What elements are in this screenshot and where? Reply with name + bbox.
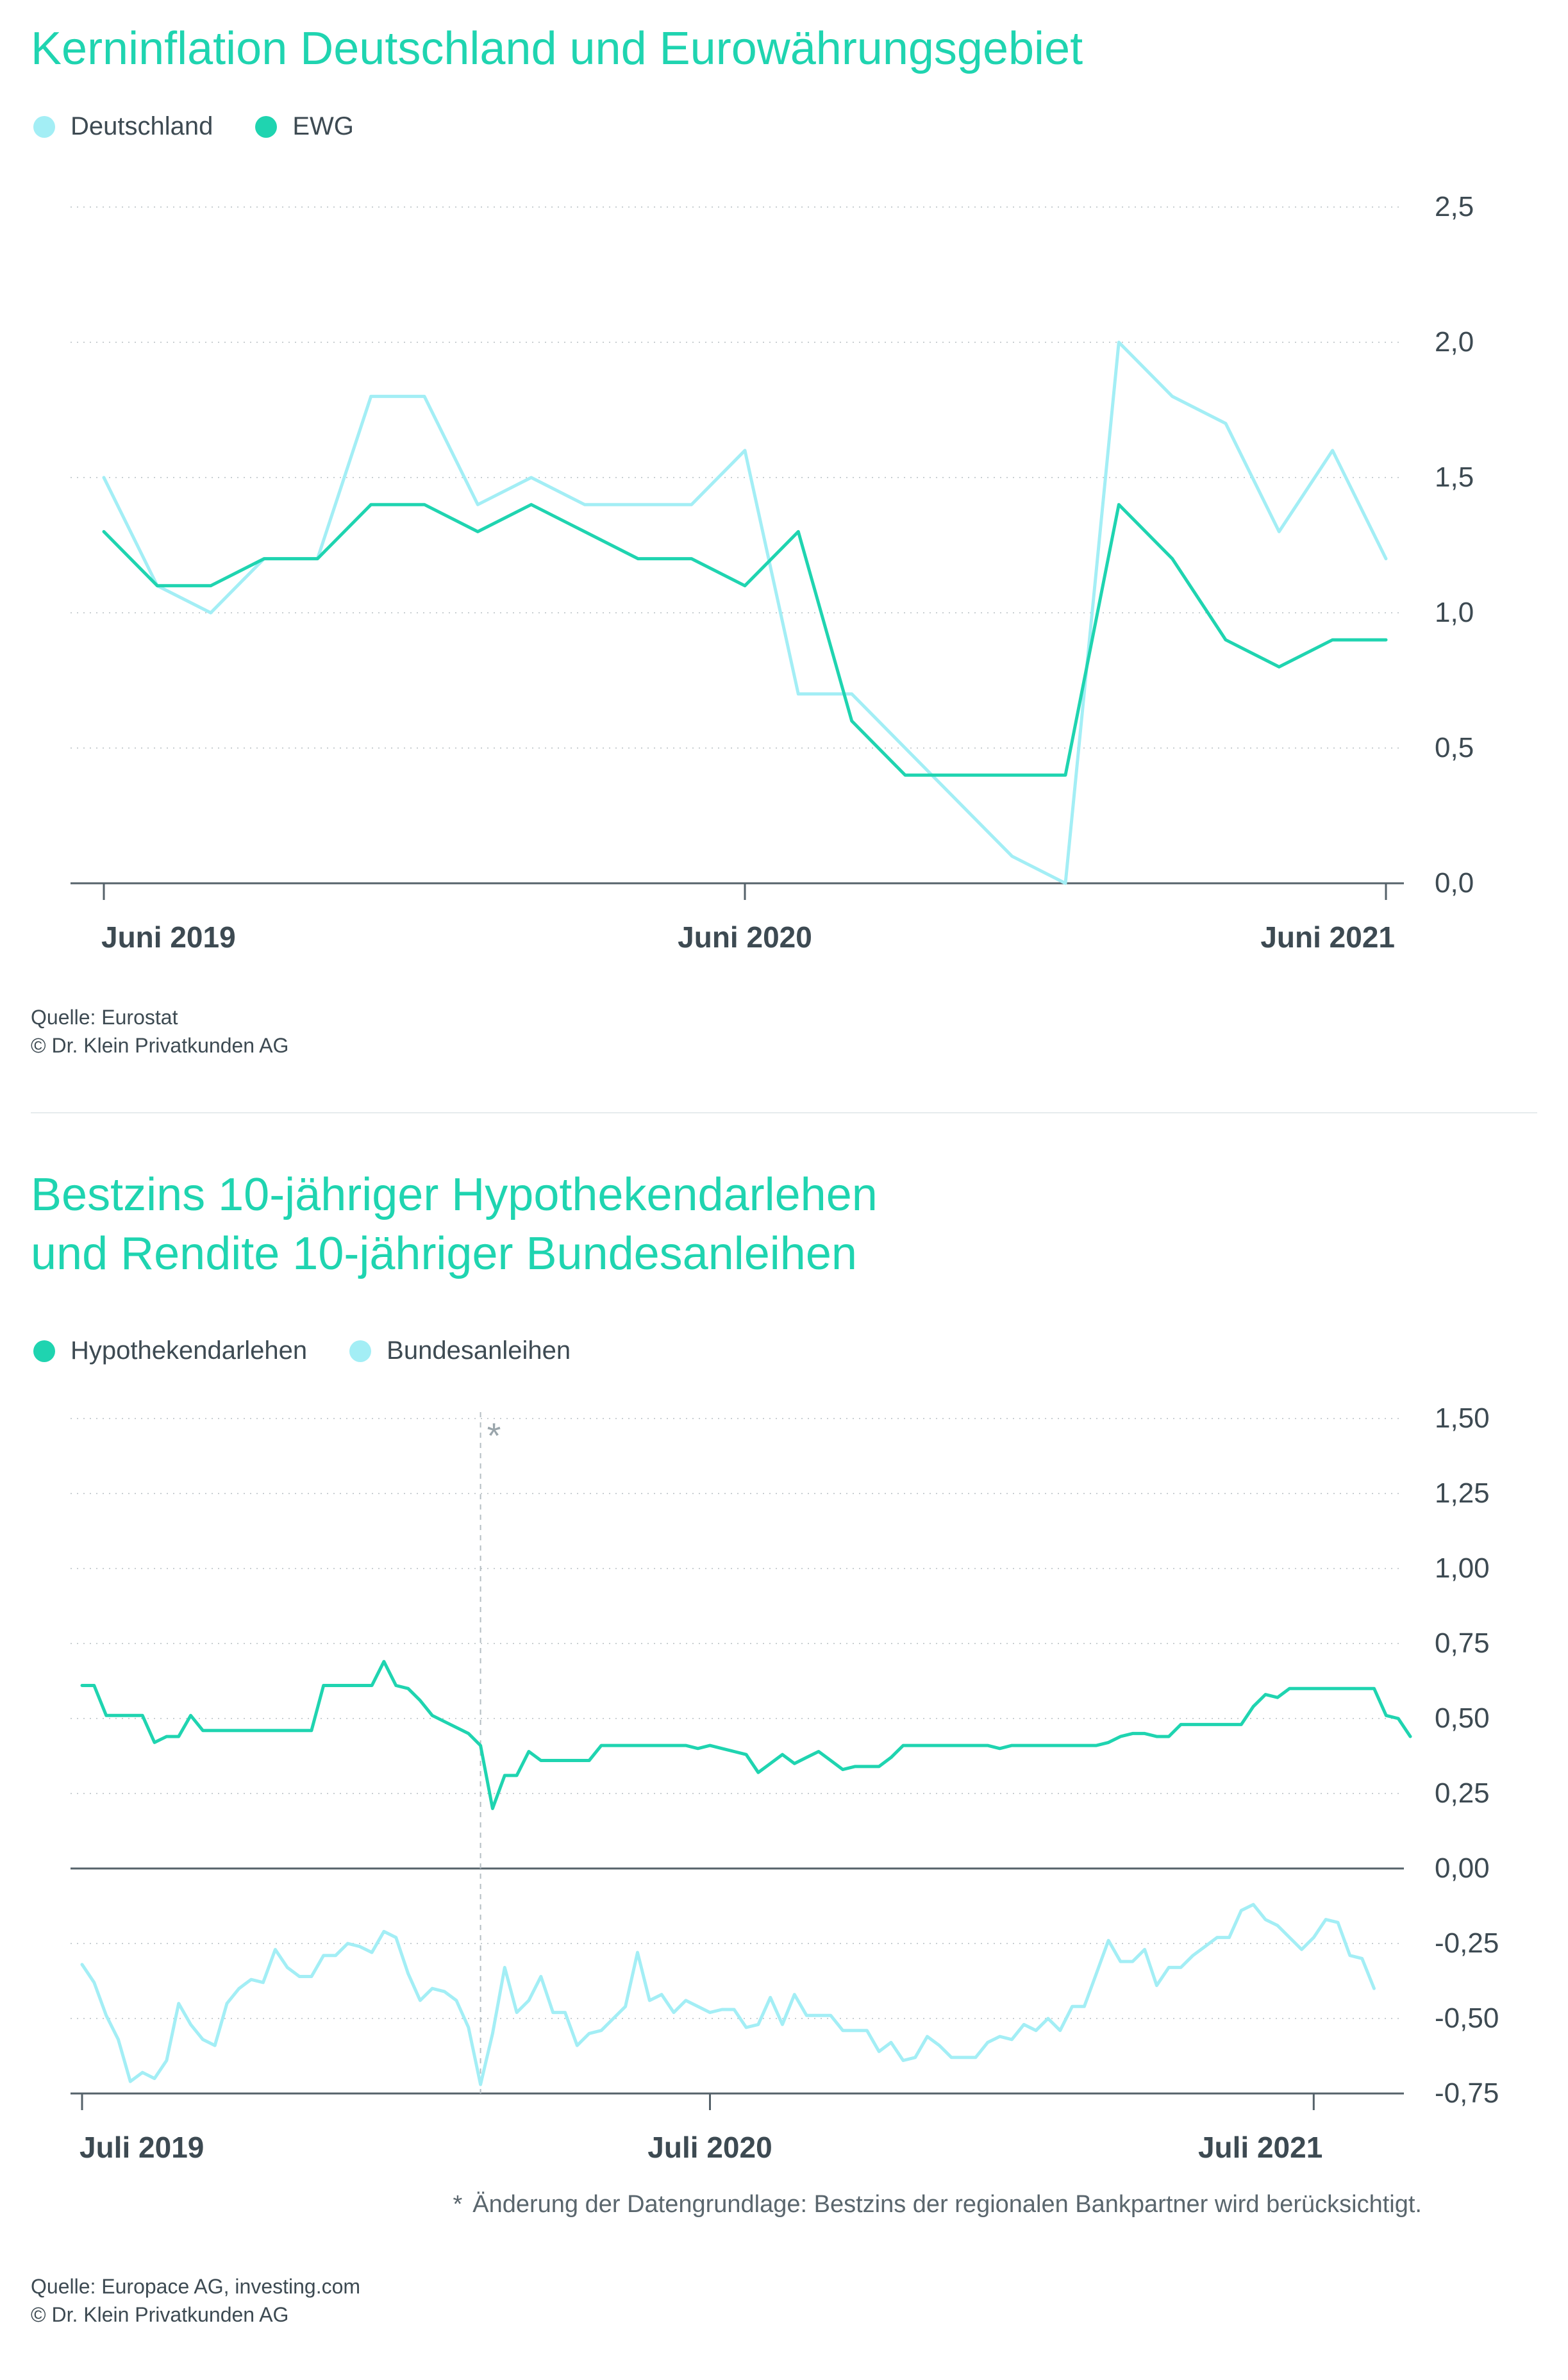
footnote-symbol: * — [453, 2191, 463, 2218]
chart1-legend: Deutschland EWG — [33, 112, 396, 141]
chart2-source: Quelle: Europace AG, investing.com © Dr.… — [31, 2272, 360, 2329]
chart1-plot: 0,0 0,5 1,0 1,5 2,0 2,5 Juni 2019 Juni 2020 Juni… — [71, 191, 1474, 954]
legend-dot-deutschland — [33, 115, 55, 138]
x-tick-label: Juli 2019 — [79, 2131, 204, 2164]
legend-dot-ewg — [255, 115, 278, 138]
y-tick-label: 1,0 — [1435, 597, 1474, 628]
legend-dot-hypothekendarlehen — [33, 1340, 55, 1362]
y-tick-label: 0,25 — [1435, 1777, 1490, 1809]
legend-label-bundesanleihen: Bundesanleihen — [387, 1336, 571, 1365]
y-tick-label: 2,0 — [1435, 326, 1474, 358]
x-tick-label: Juni 2021 — [1260, 920, 1395, 954]
source-line: Quelle: Eurostat — [31, 1006, 178, 1029]
chart2-title-line-1: Bestzins 10-jähriger Hypothekendarlehen — [31, 1169, 878, 1220]
source-line: Quelle: Europace AG, investing.com — [31, 2275, 361, 2298]
y-tick-label: 0,0 — [1435, 867, 1474, 899]
chart2-title: Bestzins 10-jähriger Hypothekendarlehen … — [31, 1165, 878, 1283]
legend-item-ewg: EWG — [255, 112, 354, 141]
legend-label-hypothekendarlehen: Hypothekendarlehen — [71, 1336, 308, 1365]
y-tick-label: 0,00 — [1435, 1852, 1490, 1884]
legend-item-deutschland: Deutschland — [33, 112, 213, 141]
y-tick-label: 0,75 — [1435, 1627, 1490, 1659]
x-tick-label: Juli 2021 — [1198, 2131, 1322, 2164]
x-tick-label: Juni 2019 — [101, 920, 236, 954]
legend-item-hypothekendarlehen: Hypothekendarlehen — [33, 1336, 307, 1365]
legend-item-bundesanleihen: Bundesanleihen — [349, 1336, 571, 1365]
legend-label-ewg: EWG — [292, 112, 354, 140]
copyright-line: © Dr. Klein Privatkunden AG — [31, 1034, 289, 1057]
y-tick-label: -0,25 — [1435, 1927, 1499, 1959]
section-divider — [31, 1112, 1537, 1113]
series-line-ewg — [102, 503, 1388, 777]
y-tick-label: 0,50 — [1435, 1702, 1490, 1734]
legend-dot-bundesanleihen — [349, 1340, 372, 1362]
y-tick-label: -0,50 — [1435, 2002, 1499, 2034]
legend-label-deutschland: Deutschland — [71, 112, 213, 140]
series-line-bundesanleihen — [80, 1902, 1376, 2086]
x-tick-label: Juli 2020 — [647, 2131, 772, 2164]
chart2-legend: Hypothekendarlehen Bundesanleihen — [33, 1336, 613, 1365]
y-tick-label: 1,00 — [1435, 1552, 1490, 1584]
y-tick-label: -0,75 — [1435, 2077, 1499, 2109]
chart2-title-line-2: und Rendite 10-jähriger Bundesanleihen — [31, 1228, 857, 1279]
chart1-title: Kerninflation Deutschland und Eurowährun… — [31, 23, 1083, 74]
y-tick-label: 1,50 — [1435, 1402, 1490, 1434]
y-tick-label: 2,5 — [1435, 191, 1474, 222]
chart1-source: Quelle: Eurostat © Dr. Klein Privatkunde… — [31, 1003, 288, 1060]
x-tick-label: Juni 2020 — [678, 920, 812, 954]
series-line-hypothekendarlehen — [80, 1660, 1412, 1810]
data-change-marker-symbol: * — [487, 1415, 501, 1456]
y-tick-label: 1,25 — [1435, 1477, 1490, 1509]
y-tick-label: 0,5 — [1435, 732, 1474, 763]
copyright-line: © Dr. Klein Privatkunden AG — [31, 2303, 289, 2326]
chart2-footnote: * Änderung der Datengrundlage: Bestzins d… — [453, 2191, 1422, 2218]
footnote-text: Änderung der Datengrundlage: Bestzins de… — [472, 2191, 1422, 2218]
y-tick-label: 1,5 — [1435, 462, 1474, 493]
